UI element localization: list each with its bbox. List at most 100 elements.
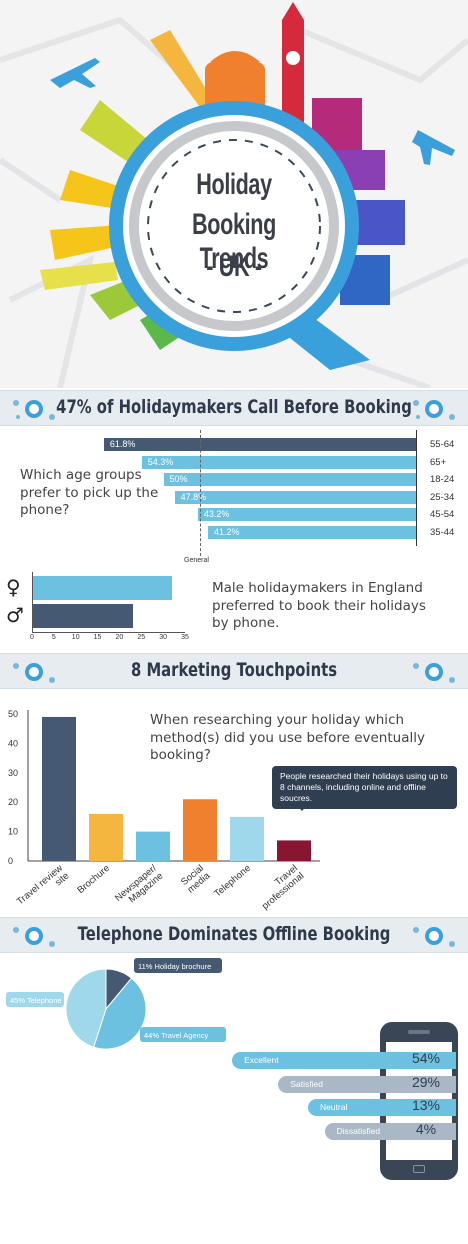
touchpoints-callout: People researched their holidays using u… xyxy=(272,766,457,810)
y-tick-label: 0 xyxy=(8,856,13,866)
hero-banner: Holiday Booking Trends - UK - xyxy=(0,0,468,388)
satisfaction-category-label: Excellent xyxy=(244,1055,279,1065)
satisfaction-bar xyxy=(324,1122,456,1140)
y-tick-label: 20 xyxy=(8,797,18,807)
gender-text: Male holidaymakers in England preferred … xyxy=(212,580,426,632)
touchpoint-category-label: Telephone xyxy=(212,863,253,900)
age-bar-value-label: 47.8% xyxy=(180,491,207,502)
airplane-icon-left xyxy=(50,58,100,88)
touchpoint-bar xyxy=(230,816,264,861)
touchpoint-category-label: Travel reviewsite xyxy=(15,863,72,915)
gender-tick-label: 25 xyxy=(137,634,146,641)
airplane-icon-right xyxy=(412,130,455,165)
section1-title: 47% of Holidaymakers Call Before Booking xyxy=(56,396,412,418)
satisfaction-bar xyxy=(232,1052,456,1069)
age-bar xyxy=(174,490,416,504)
pie-svg: 11% Holiday brochure 44% Travel Agency 45%… xyxy=(6,958,226,1050)
callout-pointer xyxy=(295,803,309,811)
gender-tick-label: 5 xyxy=(51,634,56,641)
section3-header: Telephone Dominates Offline Booking xyxy=(0,917,468,953)
y-tick-label: 40 xyxy=(8,738,18,748)
hero-illustration xyxy=(0,2,468,388)
gender-tick-label: 0 xyxy=(30,634,34,641)
decorative-globe-icon xyxy=(413,400,455,420)
age-group-label: 65+ xyxy=(430,456,447,468)
age-groups-chart: 61.8% 55-64 54.3% 65+ 50% 18-24 47.8% 25-34 43.2… xyxy=(0,430,468,565)
touchpoints-chart: 0 10 20 30 40 50 Travel reviewsite Brochure News… xyxy=(0,700,330,915)
touchpoint-category-label: Newspaper/Magazine xyxy=(113,863,166,912)
satisfaction-category-label: Satisfied xyxy=(290,1078,323,1089)
age-bar-value-label: 50% xyxy=(169,474,188,484)
age-chart-baseline xyxy=(416,430,417,546)
gender-axis-left xyxy=(32,572,33,632)
decorative-globe-icon xyxy=(13,400,55,420)
landmarks-ring xyxy=(40,2,405,370)
general-label: General xyxy=(184,557,209,564)
gender-tick-label: 30 xyxy=(159,634,168,641)
age-question: Which age groups prefer to pick up the p… xyxy=(20,467,159,519)
age-bar-value-label: 41.2% xyxy=(213,526,240,537)
touchpoint-bar xyxy=(89,813,123,861)
age-group-label: 25-34 xyxy=(430,491,455,503)
section2-header: 8 Marketing Touchpoints xyxy=(0,653,468,689)
age-group-label: 45-54 xyxy=(430,509,455,520)
pie-label-box xyxy=(6,992,64,1007)
touchpoint-category-label: Brochure xyxy=(75,863,112,896)
age-bar xyxy=(163,473,416,486)
y-tick-label: 50 xyxy=(8,709,18,719)
touchpoints-question: When researching your holiday which meth… xyxy=(150,712,425,764)
touchpoint-bar xyxy=(42,716,76,861)
satisfaction-value: 4% xyxy=(415,1120,437,1137)
gender-tick-label: 35 xyxy=(181,634,189,641)
section1-header: 47% of Holidaymakers Call Before Booking xyxy=(0,390,468,426)
age-bar-value-label: 54.3% xyxy=(147,456,174,467)
decorative-globe-icon xyxy=(413,663,455,683)
satisfaction-bar xyxy=(307,1099,456,1116)
pie-label: 45% Telephone xyxy=(10,996,62,1005)
gender-tick-label: 20 xyxy=(115,634,124,641)
pie-slice xyxy=(65,968,107,1048)
touchpoint-bar xyxy=(183,799,217,861)
satisfaction-category-label: Neutral xyxy=(319,1102,348,1112)
hero-title-line1: Holiday xyxy=(196,168,272,201)
pie-label: 44% Travel Agency xyxy=(144,1031,208,1040)
y-tick-label: 30 xyxy=(8,768,18,778)
gender-bar xyxy=(32,604,133,628)
touchpoint-bar xyxy=(136,831,170,861)
touchpoint-category-label: Travelprofessional xyxy=(254,863,307,912)
satisfaction-bar xyxy=(278,1075,456,1093)
y-tick-label: 10 xyxy=(8,827,18,837)
age-bar-value-label: 43.2% xyxy=(203,509,230,519)
touchpoints-svg: 0 10 20 30 40 50 Travel reviewsite Brochure News… xyxy=(8,709,320,915)
section2-title: 8 Marketing Touchpoints xyxy=(130,659,338,681)
satisfaction-value: 13% xyxy=(411,1097,441,1113)
gender-chart: ♀ ♂ 0 5 10 15 20 25 30 35 xyxy=(0,570,200,645)
gender-tick-label: 10 xyxy=(71,634,80,641)
hero-title-line3: - UK - xyxy=(206,250,262,283)
age-bar xyxy=(103,438,416,451)
offline-booking-pie: 11% Holiday brochure 44% Travel Agency 45%… xyxy=(0,955,240,1055)
age-bar-value-label: 61.8% xyxy=(109,439,136,449)
pie-label-box xyxy=(134,958,222,973)
pie-label-box xyxy=(140,1027,226,1042)
decorative-globe-icon xyxy=(13,663,55,683)
touchpoint-category-label: Socialmedia xyxy=(179,862,213,895)
gender-tick-label: 15 xyxy=(93,634,102,641)
age-bar xyxy=(141,455,416,469)
decorative-globe-icon xyxy=(13,927,55,947)
section3-title: Telephone Dominates Offline Booking xyxy=(77,923,391,945)
pie-label: 11% Holiday brochure xyxy=(138,962,211,971)
satisfaction-value: 29% xyxy=(411,1073,441,1090)
gender-bar xyxy=(32,576,172,600)
age-group-label: 18-24 xyxy=(430,474,455,485)
touchpoint-bar xyxy=(277,840,311,861)
decorative-globe-icon xyxy=(413,927,455,947)
satisfaction-value: 54% xyxy=(411,1050,441,1066)
satisfaction-chart: Excellent 54% Satisfied 29% Neutral 13% Dissat… xyxy=(190,1050,468,1150)
age-bar xyxy=(197,508,416,521)
age-group-label: 55-64 xyxy=(430,439,455,450)
gender-axis-line xyxy=(32,632,185,633)
hero-title-line2: Booking Trends xyxy=(192,208,276,275)
age-bar xyxy=(207,525,416,539)
gender-symbol: ♂ xyxy=(6,603,24,627)
